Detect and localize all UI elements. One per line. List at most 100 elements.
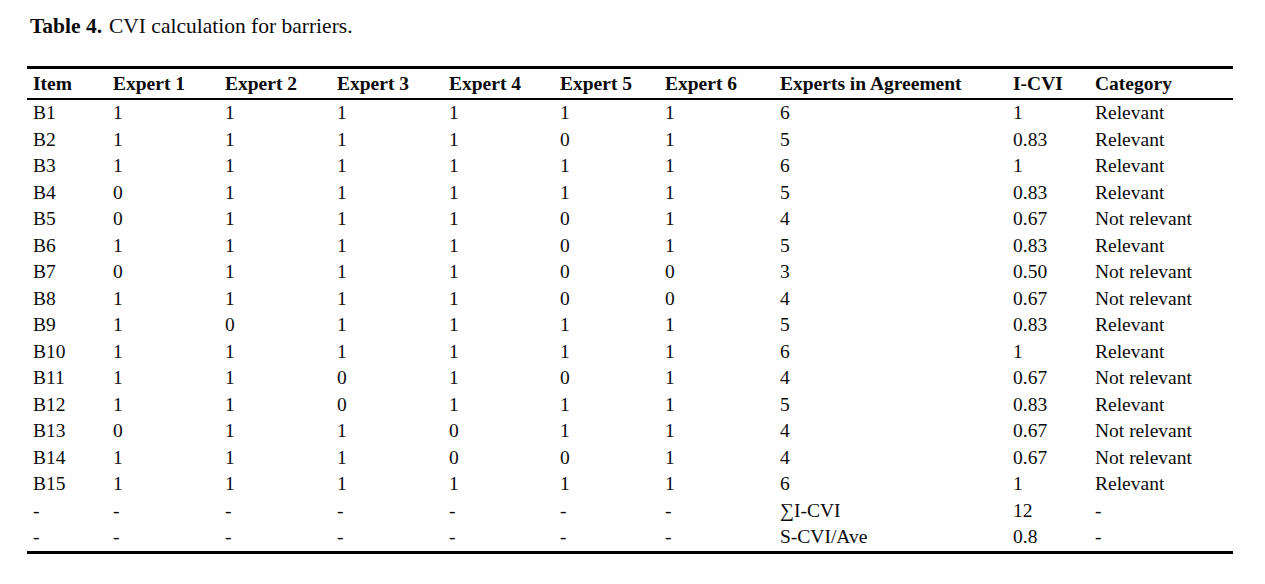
table-cell: B3 [27,153,113,180]
table-cell: Relevant [1095,127,1233,154]
table-cell: 4 [780,206,1013,233]
table-cell: 1 [225,365,337,392]
table-cell: 1 [225,180,337,207]
table-cell: 1 [337,286,449,313]
table-cell: 0 [560,233,665,260]
table-cell: 5 [780,127,1013,154]
table-cell: - [27,498,113,525]
table-cell: 1 [665,206,780,233]
table-cell: B14 [27,445,113,472]
table-cell: 3 [780,259,1013,286]
table-cell: - [560,498,665,525]
table-cell: 1 [337,180,449,207]
table-cell: Relevant [1095,471,1233,498]
table-cell: 1 [665,392,780,419]
table-cell: 5 [780,180,1013,207]
table-cell: 1 [337,99,449,127]
table-cell: 0 [665,259,780,286]
column-header-expert-1: Expert 1 [113,68,225,100]
table-cell: 1 [225,233,337,260]
table-cell: 0 [560,206,665,233]
table-cell: 1 [337,259,449,286]
table-row: -------∑I-CVI12- [27,498,1233,525]
table-cell: ∑I-CVI [780,498,1013,525]
table-cell: 0.50 [1013,259,1095,286]
table-cell: - [665,524,780,552]
table-cell: - [449,524,560,552]
table-cell: 1 [665,365,780,392]
column-header-i-cvi: I-CVI [1013,68,1095,100]
table-cell: 1 [337,233,449,260]
table-cell: Relevant [1095,153,1233,180]
table-cell: 0 [337,392,449,419]
table-caption-text: CVI calculation for barriers. [109,14,353,38]
column-header-expert-2: Expert 2 [225,68,337,100]
table-cell: 0.67 [1013,286,1095,313]
table-cell: 1 [560,312,665,339]
table-cell: Not relevant [1095,206,1233,233]
table-cell: - [1095,498,1233,525]
column-header-expert-5: Expert 5 [560,68,665,100]
table-cell: B12 [27,392,113,419]
table-cell: 1 [449,99,560,127]
table-row: B311111161Relevant [27,153,1233,180]
table-cell: Not relevant [1095,418,1233,445]
table-cell: 1 [337,471,449,498]
table-cell: 1 [337,127,449,154]
table-cell: 1 [337,339,449,366]
table-cell: 0 [665,286,780,313]
table-cell: 1 [225,471,337,498]
table-cell: 0.83 [1013,392,1095,419]
table-cell: 1 [449,153,560,180]
table-cell: 1 [560,418,665,445]
table-cell: 0 [113,418,225,445]
table-cell: 1 [449,233,560,260]
table-row: B501110140.67Not relevant [27,206,1233,233]
table-cell: 1 [560,99,665,127]
table-cell: 12 [1013,498,1095,525]
table-cell: 1 [113,392,225,419]
table-cell: 1 [665,127,780,154]
table-cell: Relevant [1095,312,1233,339]
table-cell: 1 [665,445,780,472]
table-row: B611110150.83Relevant [27,233,1233,260]
column-header-expert-6: Expert 6 [665,68,780,100]
table-cell: 1 [225,418,337,445]
cvi-table: ItemExpert 1Expert 2Expert 3Expert 4Expe… [27,66,1233,554]
table-cell: 1 [113,233,225,260]
table-cell: 1 [560,339,665,366]
paper-page: Table 4.CVI calculation for barriers. It… [0,0,1265,584]
table-cell: 1 [560,180,665,207]
table-cell: B11 [27,365,113,392]
table-cell: - [337,524,449,552]
table-cell: 6 [780,471,1013,498]
table-cell: 1 [665,339,780,366]
table-cell: 0.83 [1013,127,1095,154]
table-cell: 1 [337,312,449,339]
table-row: B1511111161Relevant [27,471,1233,498]
table-row: B701110030.50Not relevant [27,259,1233,286]
table-cell: 1 [449,312,560,339]
table-cell: 0.67 [1013,206,1095,233]
table-cell: 0.67 [1013,365,1095,392]
table-cell: 1 [225,286,337,313]
table-cell: 4 [780,418,1013,445]
table-cell: - [225,524,337,552]
table-cell: Not relevant [1095,259,1233,286]
table-cell: 1 [337,206,449,233]
table-cell: 0 [560,127,665,154]
table-cell: 1 [449,392,560,419]
table-cell: 1 [113,312,225,339]
table-cell: Not relevant [1095,365,1233,392]
table-cell: Not relevant [1095,286,1233,313]
table-cell: 1 [225,153,337,180]
table-cell: - [449,498,560,525]
table-cell: 1 [225,392,337,419]
table-cell: 4 [780,445,1013,472]
table-cell: 1 [665,153,780,180]
table-cell: Relevant [1095,339,1233,366]
table-body: B111111161RelevantB211110150.83RelevantB… [27,99,1233,552]
table-cell: B6 [27,233,113,260]
table-cell: 1 [449,471,560,498]
table-row: B1301101140.67Not relevant [27,418,1233,445]
